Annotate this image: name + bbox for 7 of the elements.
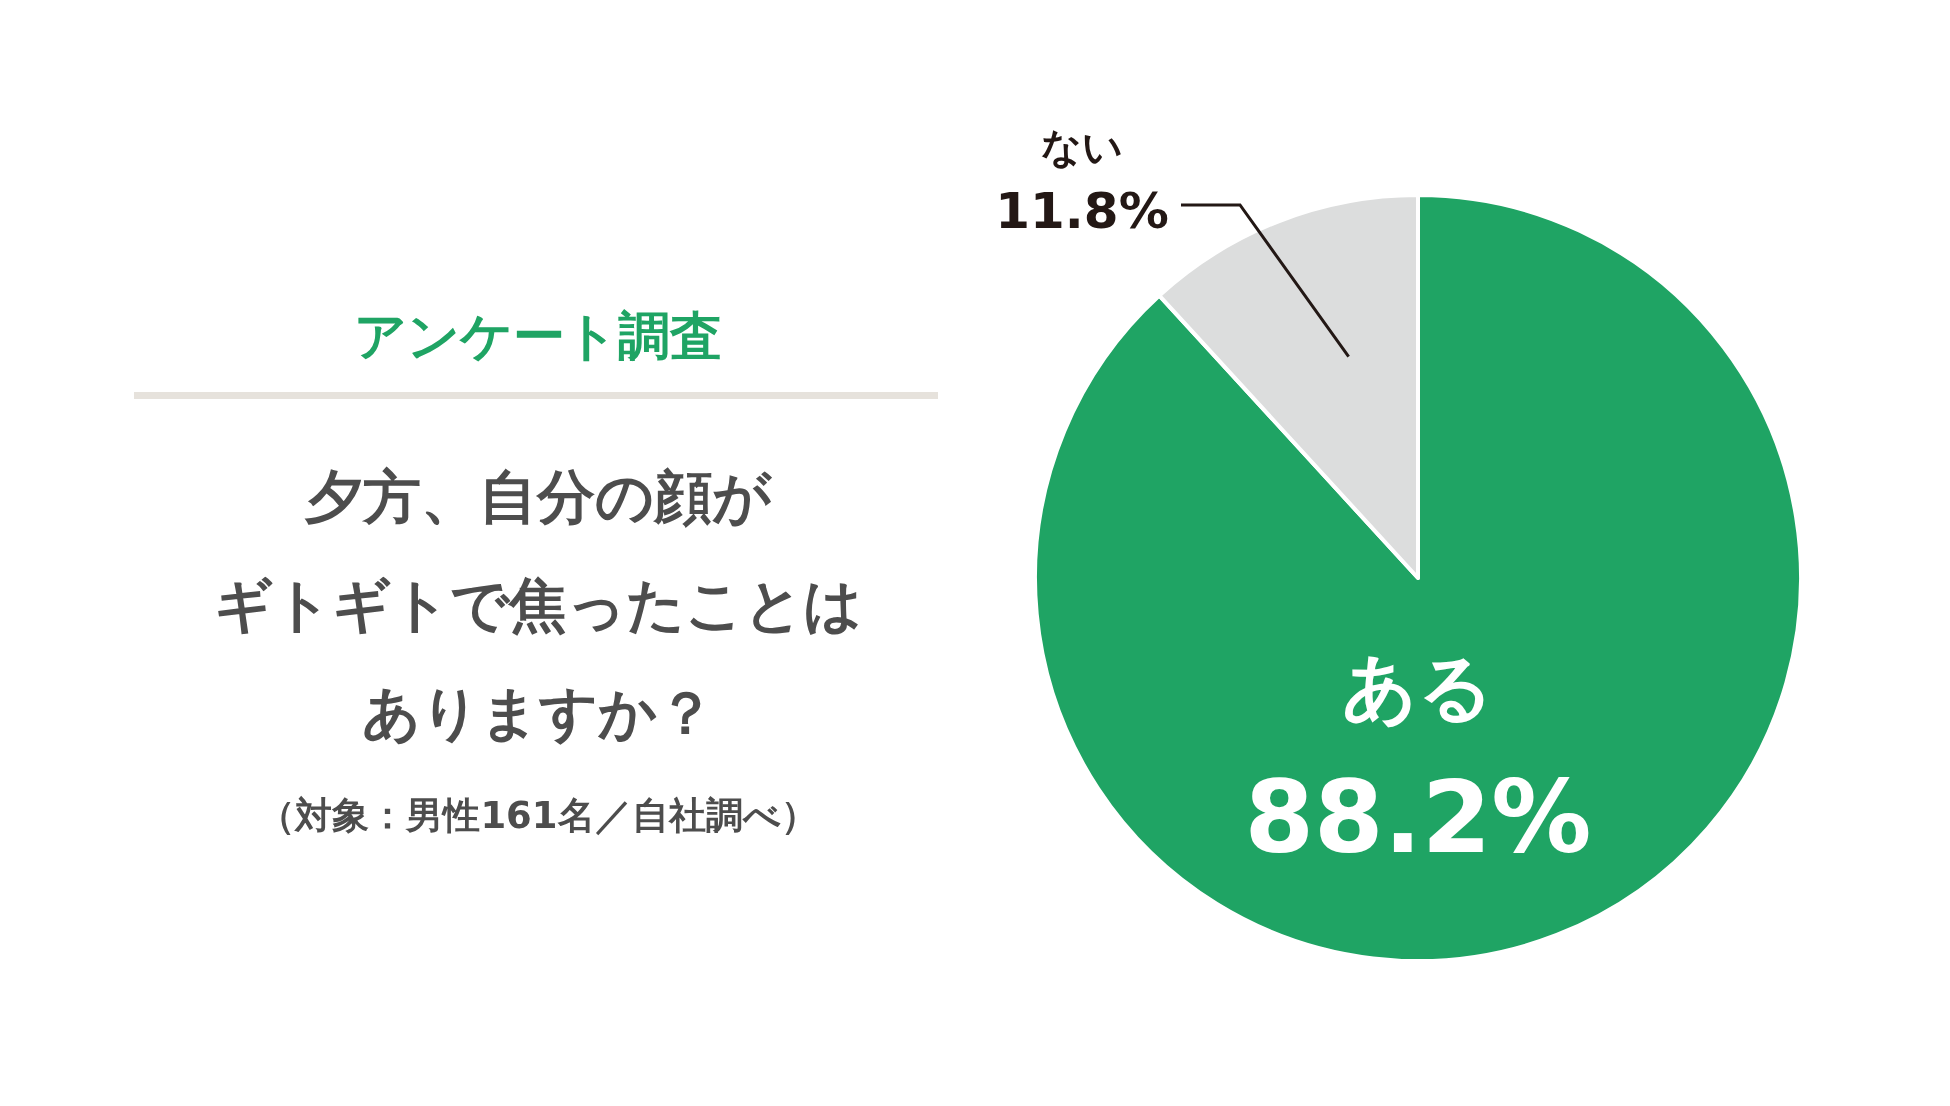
text: （対象：男性161名／自社調べ）: [258, 793, 818, 837]
text: 夕方、自分の顔がギトギトで焦ったことはありますか？: [214, 463, 862, 747]
data-label: 88.2%: [1244, 758, 1592, 876]
slice-label: ある: [1342, 644, 1494, 731]
data-label: 11.8%: [995, 182, 1169, 240]
text: アンケート調査: [354, 306, 722, 366]
slice-label: ない: [1041, 124, 1123, 170]
